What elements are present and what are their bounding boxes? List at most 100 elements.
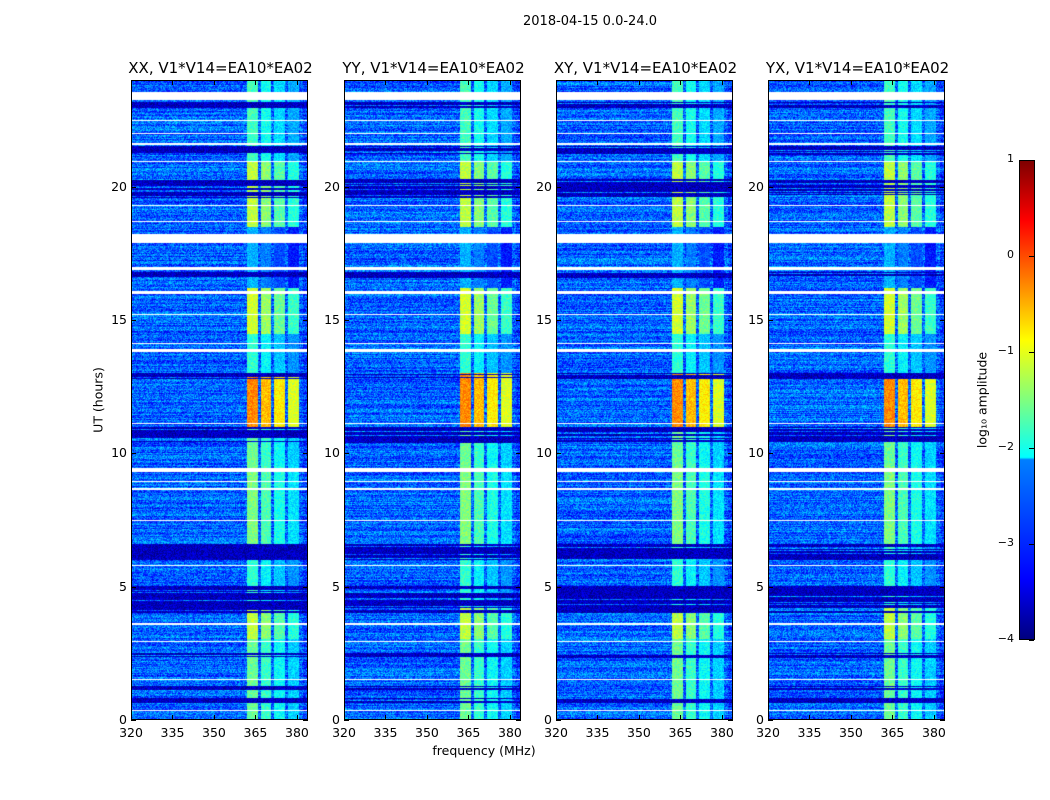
y-tick-label: 15 [748, 312, 764, 327]
y-tick [303, 320, 308, 321]
heatmap-panel: YY, V1*V14=EA10*EA02 [342, 59, 525, 720]
colorbar-tick [1029, 160, 1034, 161]
y-tick [556, 720, 561, 721]
y-tick-label: 20 [536, 178, 552, 194]
x-tick-label: 350 [202, 725, 226, 740]
x-tick-label: 365 [668, 725, 693, 740]
x-tick [556, 80, 557, 85]
x-tick-label: 335 [160, 725, 185, 740]
y-tick [556, 186, 561, 188]
x-tick [509, 715, 511, 720]
y-tick [728, 186, 733, 188]
colorbar [1019, 160, 1035, 640]
y-tick-label: 10 [111, 445, 127, 461]
heatmap-panel: XX, V1*V14=EA10*EA02 [128, 59, 313, 720]
y-tick-label: 0 [119, 712, 127, 727]
y-tick [344, 720, 349, 721]
panel-title: YY, V1*V14=EA10*EA02 [342, 59, 525, 77]
colorbar-tick-label: −3 [997, 536, 1014, 549]
x-tick [296, 715, 298, 720]
y-tick-label: 20 [111, 178, 127, 194]
figure-title: 2018-04-15 0.0-24.0 [523, 14, 657, 29]
x-tick [556, 715, 557, 720]
heatmap-image [769, 81, 944, 719]
x-tick-label: 320 [756, 725, 780, 740]
y-tick-label: 20 [748, 178, 764, 194]
x-tick-label: 380 [922, 725, 946, 740]
x-tick [172, 80, 174, 85]
x-tick [721, 80, 723, 85]
colorbar-tick [1029, 544, 1034, 545]
y-tick-label: 10 [324, 445, 340, 461]
x-tick [468, 715, 470, 720]
y-tick-label: 0 [332, 712, 340, 727]
x-tick [933, 80, 935, 85]
y-tick-label: 15 [324, 312, 340, 327]
y-tick-label: 20 [324, 178, 340, 194]
x-tick [426, 715, 428, 720]
colorbar-tick [1029, 640, 1034, 641]
y-tick [516, 186, 521, 188]
x-tick [509, 80, 511, 85]
colorbar-tick-label: 0 [1007, 248, 1014, 261]
y-tick [728, 320, 733, 321]
y-tick [556, 453, 561, 455]
y-tick [303, 453, 308, 455]
panel-title: XX, V1*V14=EA10*EA02 [128, 59, 313, 77]
y-tick-label: 10 [536, 445, 552, 461]
colorbar-tick [1029, 448, 1034, 449]
x-tick [296, 80, 298, 85]
y-tick [768, 320, 773, 321]
heatmap-image [132, 81, 307, 719]
y-tick [940, 186, 945, 188]
x-tick-label: 365 [243, 725, 268, 740]
y-tick [556, 586, 561, 588]
x-tick-label: 365 [456, 725, 481, 740]
x-tick [768, 715, 769, 720]
y-tick [131, 586, 136, 588]
y-tick [768, 720, 773, 721]
x-tick [892, 715, 894, 720]
y-tick [344, 186, 349, 188]
colorbar-tick [1029, 352, 1034, 353]
x-tick-label: 335 [585, 725, 610, 740]
y-tick-label: 5 [332, 578, 340, 594]
x-tick-label: 350 [415, 725, 439, 740]
y-tick [344, 320, 349, 321]
y-tick [131, 453, 136, 455]
y-tick [940, 320, 945, 321]
x-tick [850, 80, 852, 85]
heatmap-image [345, 81, 520, 719]
x-tick [172, 715, 174, 720]
x-tick [809, 80, 811, 85]
x-tick [850, 715, 852, 720]
x-tick [638, 80, 640, 85]
x-tick-label: 380 [498, 725, 522, 740]
y-tick [303, 586, 308, 588]
x-tick [255, 715, 257, 720]
x-tick [638, 715, 640, 720]
panel-title: XY, V1*V14=EA10*EA02 [553, 59, 738, 77]
y-tick [131, 186, 136, 188]
x-tick [809, 715, 811, 720]
y-tick [303, 720, 308, 721]
y-tick [728, 586, 733, 588]
x-tick-label: 380 [710, 725, 734, 740]
y-tick-label: 10 [748, 445, 764, 461]
y-tick-label: 0 [544, 712, 552, 727]
heatmap-panel: XY, V1*V14=EA10*EA02 [554, 59, 737, 720]
y-tick [516, 453, 521, 455]
x-tick [680, 715, 682, 720]
y-tick-label: 5 [119, 578, 127, 594]
y-tick-label: 5 [756, 578, 764, 594]
y-tick [303, 186, 308, 188]
y-axis-label: UT (hours) [90, 367, 106, 433]
x-tick-label: 320 [119, 725, 143, 740]
y-tick [768, 186, 773, 188]
x-tick-label: 320 [544, 725, 568, 740]
y-tick [728, 453, 733, 455]
x-tick-label: 335 [373, 725, 398, 740]
x-tick [385, 80, 387, 85]
x-tick [933, 715, 935, 720]
